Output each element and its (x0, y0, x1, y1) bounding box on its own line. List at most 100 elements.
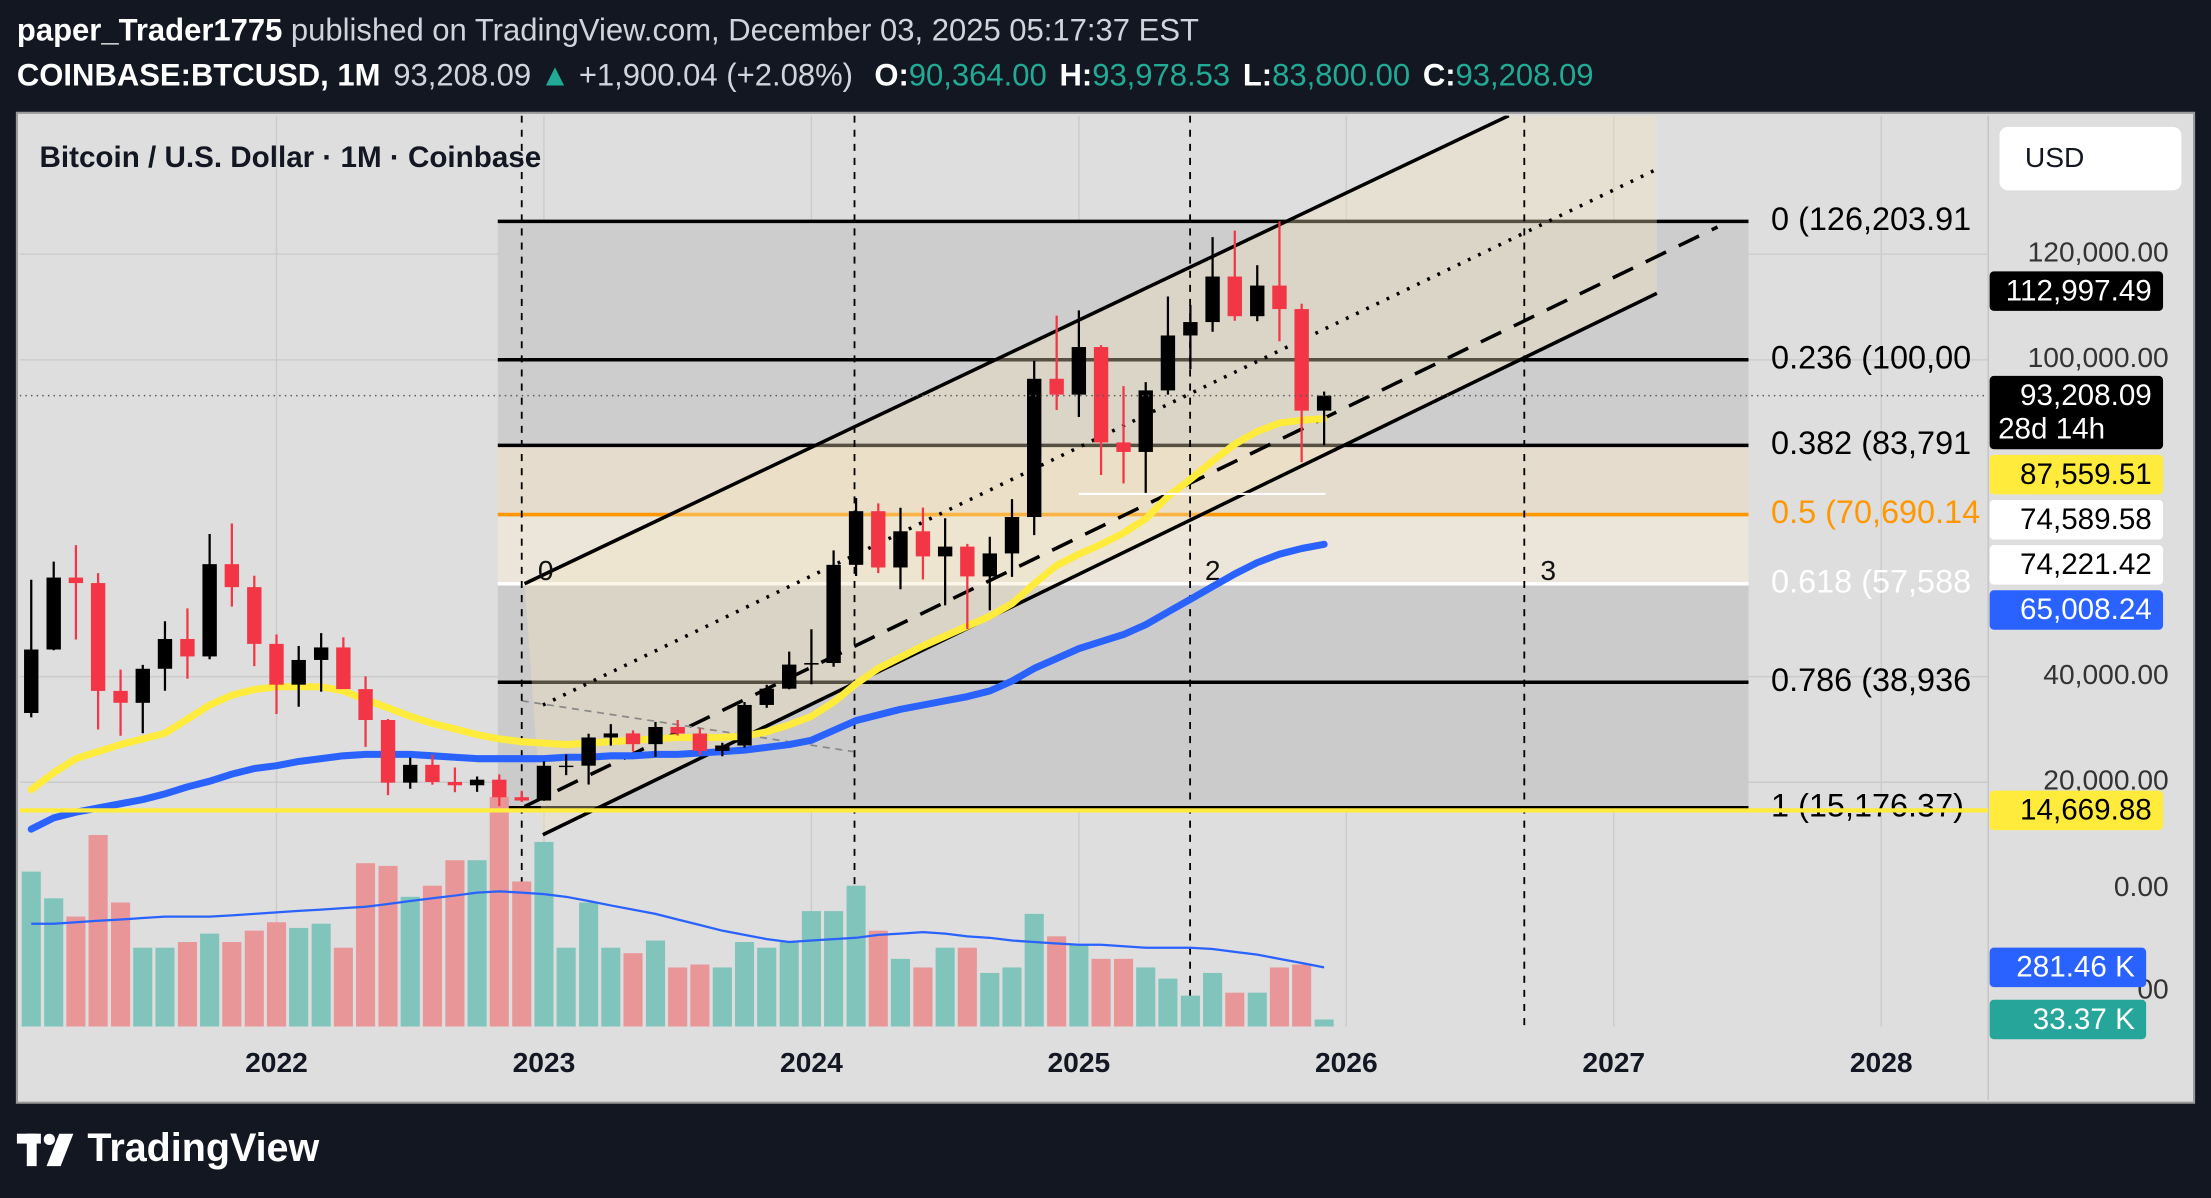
candle-body (313, 647, 329, 660)
candle-body (1183, 322, 1198, 336)
volume-bar (556, 947, 576, 1027)
price-label-box (1989, 545, 2164, 585)
candle-body (982, 553, 997, 577)
volume-bar (801, 911, 821, 1027)
fib-label: 0.5 (70,690.14 (1771, 494, 1980, 530)
fib-label: 0.786 (38,936 (1771, 662, 1971, 698)
author[interactable]: paper_Trader1775 (17, 13, 283, 48)
channel-upper (523, 115, 1510, 586)
symbol: COINBASE:BTCUSD, 1M (17, 58, 381, 93)
published: published on TradingView.com, December 0… (291, 13, 1199, 48)
volume-bar (445, 860, 465, 1027)
candle-body (581, 737, 596, 766)
ohlc-value: 90,364.00 (909, 58, 1047, 93)
candle-body (68, 577, 84, 584)
price-label-box (1989, 790, 2164, 831)
volume-bar (1024, 913, 1044, 1027)
volume-bar (1047, 936, 1067, 1027)
volume-bar (1247, 992, 1267, 1027)
x-tick-label: 2027 (1582, 1046, 1645, 1078)
volume-bar (1069, 944, 1089, 1027)
candle-body (247, 587, 262, 644)
candle-body (848, 511, 864, 565)
candle-body (536, 765, 552, 801)
candle-body (113, 690, 128, 703)
volume-bar (1158, 978, 1178, 1027)
currency-button[interactable] (1999, 126, 2182, 191)
candle-body (603, 733, 619, 738)
candle-body (1250, 285, 1265, 317)
candle-body (46, 577, 61, 650)
candle-body (1294, 309, 1309, 411)
publish-line: paper_Trader1775 published on TradingView… (17, 13, 1199, 48)
candle-body (915, 531, 931, 557)
candle-body (1272, 285, 1287, 310)
candle-body (1049, 378, 1064, 395)
candle-body (157, 638, 173, 669)
volume-bar (913, 967, 933, 1027)
candle-body (425, 764, 440, 783)
logo-part (26, 1133, 37, 1167)
volume-bar (200, 933, 220, 1027)
candle-body (558, 765, 574, 768)
volume-bar (489, 796, 509, 1027)
fib-label: 1 (15,176.37) (1771, 787, 1964, 823)
x-tick-label: 2025 (1048, 1046, 1111, 1078)
candle-body (180, 638, 195, 657)
candle-body (135, 668, 150, 703)
price-label: 93,208.09 (2020, 379, 2152, 412)
volume-bar (1180, 995, 1200, 1027)
chart-title: Bitcoin / U.S. Dollar · 1M · Coinbase (39, 141, 541, 174)
candle-body (336, 647, 351, 690)
price-label-box (1989, 454, 2164, 495)
candle-body (737, 704, 752, 746)
candle-body (1027, 378, 1042, 518)
logo-part (43, 1133, 55, 1145)
channel-fill (524, 115, 1657, 835)
volume-bar (846, 885, 866, 1027)
candle-body (447, 782, 463, 786)
ohlc-key: H: (1059, 58, 1092, 93)
volume-label: 33.37 K (2033, 1003, 2135, 1036)
countdown: 28d 14h (1998, 413, 2105, 446)
volume-bar (467, 860, 487, 1027)
volume-bar (957, 947, 977, 1027)
volume-bar (1225, 992, 1245, 1027)
volume-bar (133, 947, 153, 1027)
volume-bar (645, 940, 666, 1027)
volume-bar (44, 898, 64, 1027)
fib-label: 0.382 (83,791 (1771, 425, 1971, 461)
candle-body (1316, 395, 1332, 411)
candle-body (1004, 517, 1020, 554)
currency[interactable]: USD (2025, 141, 2085, 173)
cycle-label: 2 (1205, 554, 1221, 586)
candle-body (625, 733, 641, 745)
brand: TradingView (87, 1126, 319, 1170)
logo-part (46, 1133, 74, 1167)
volume-bar (311, 923, 331, 1027)
price-label: 14,669.88 (2020, 794, 2152, 827)
fib-label: 0.236 (100,00 (1771, 339, 1971, 375)
candle-body (1205, 276, 1220, 323)
fib-zone (497, 514, 1749, 584)
price-label-box (1989, 271, 2164, 311)
volume-bar (88, 835, 108, 1027)
x-tick-label: 2024 (780, 1046, 843, 1078)
candle-body (871, 511, 886, 568)
candle-body (804, 663, 819, 665)
fib-retracement: 0 (126,203.91 0.236 (100,00 0.382 (83,791 0… (497, 201, 1980, 823)
ohlc-key: C: (1423, 58, 1456, 93)
change: +1,900.04 (+2.08%) (579, 58, 853, 93)
cycle-label: 3 (1540, 554, 1556, 586)
x-tick-label: 2022 (245, 1046, 308, 1078)
volume-bar (623, 953, 643, 1027)
volume-bar (1091, 958, 1111, 1027)
price-label: 74,221.42 (2020, 548, 2152, 581)
volume-bar (400, 896, 420, 1027)
volume-label-box (1989, 999, 2147, 1040)
candle-body (937, 546, 953, 557)
volume-bar (1314, 1019, 1334, 1027)
volume-bar (757, 947, 777, 1027)
candle-body (24, 649, 39, 714)
